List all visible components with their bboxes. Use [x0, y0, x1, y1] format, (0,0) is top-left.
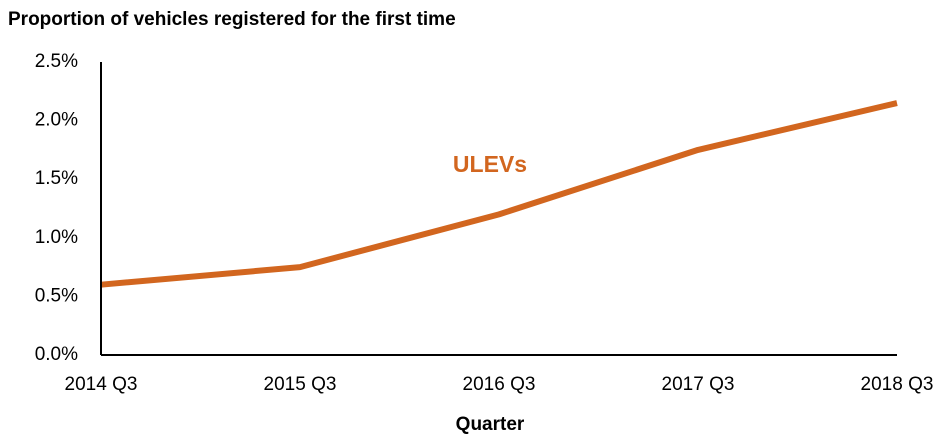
y-tick-label: 1.5%	[35, 168, 78, 189]
y-tick-label: 2.5%	[35, 51, 78, 72]
series-label: ULEVs	[453, 151, 527, 177]
y-tick-label: 1.0%	[35, 227, 78, 248]
x-tick-label: 2016 Q3	[463, 374, 536, 395]
y-tick-label: 0.5%	[35, 285, 78, 306]
x-tick-label: 2018 Q3	[861, 374, 934, 395]
x-tick-label: 2015 Q3	[264, 374, 337, 395]
y-tick-label: 2.0%	[35, 110, 78, 131]
chart-title: Proportion of vehicles registered for th…	[8, 9, 456, 30]
x-axis-label: Quarter	[456, 414, 525, 435]
x-tick-label: 2014 Q3	[65, 374, 138, 395]
y-tick-label: 0.0%	[35, 344, 78, 365]
line	[100, 100, 898, 288]
x-tick-label: 2017 Q3	[662, 374, 735, 395]
